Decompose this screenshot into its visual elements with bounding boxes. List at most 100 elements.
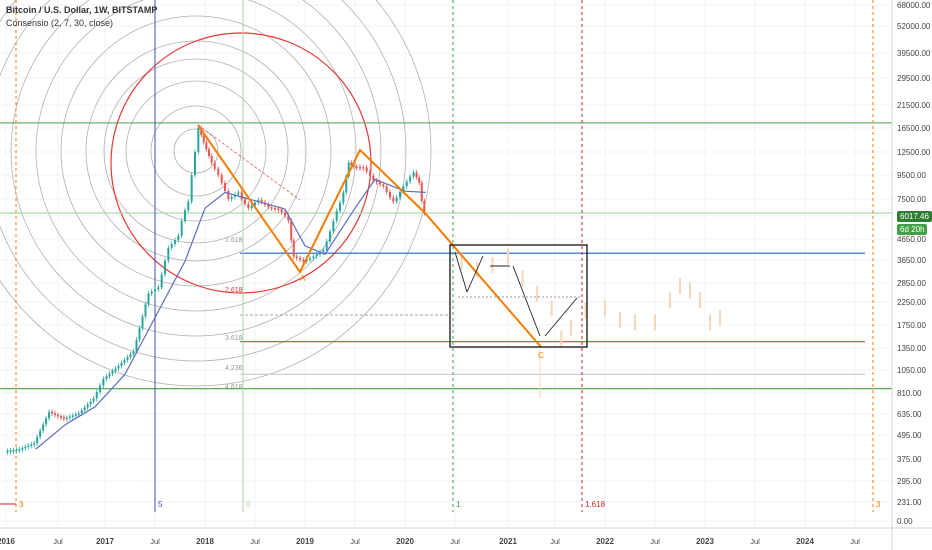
- fib-label: 2.618: [225, 287, 243, 294]
- candle-body: [277, 208, 280, 210]
- candle-body: [150, 291, 153, 294]
- fib-label: 1.618: [225, 237, 243, 244]
- scenario-arrow: [454, 251, 468, 293]
- candle-body: [412, 172, 415, 177]
- y-tick-label: 3650.00: [897, 256, 926, 265]
- candle-body: [71, 415, 74, 418]
- candle-body: [290, 220, 293, 241]
- candle-body: [42, 424, 45, 431]
- candle-body: [254, 202, 256, 206]
- y-tick-label: 29500.00: [897, 74, 931, 83]
- candle-body: [36, 436, 39, 444]
- candle-body: [62, 417, 65, 419]
- x-tick-label: Jul: [150, 537, 160, 546]
- y-tick-label: 231.00: [897, 498, 922, 507]
- ma-line: [35, 178, 426, 450]
- y-tick-label: 4650.00: [897, 235, 926, 244]
- candle-body: [355, 166, 358, 169]
- y-tick-label: 7500.00: [897, 195, 926, 204]
- candle-body: [213, 162, 216, 169]
- candle-body: [395, 197, 398, 202]
- candle-body: [319, 252, 321, 255]
- candle-body: [197, 128, 200, 152]
- candle-body: [342, 192, 345, 203]
- candle-body: [379, 182, 381, 185]
- candle-body: [141, 316, 144, 329]
- x-tick-label: 2018: [196, 537, 214, 546]
- candle-body: [287, 215, 290, 221]
- fib-label: 4.618: [225, 384, 243, 391]
- candle-body: [102, 378, 105, 386]
- candle-body: [9, 450, 12, 452]
- candle-body: [210, 155, 213, 163]
- candle-body: [177, 235, 180, 241]
- wave-path: [197, 124, 542, 348]
- scenario-arrow: [544, 297, 578, 337]
- y-tick-label: 2850.00: [897, 279, 926, 288]
- vertical-marker-label: 5: [158, 500, 163, 509]
- vertical-marker-label: 3: [19, 500, 24, 509]
- candle-body: [208, 149, 210, 156]
- wave-label: A: [300, 274, 306, 283]
- candle-body: [274, 207, 276, 210]
- fib-circle: [150, 105, 242, 197]
- projection-bar: [689, 282, 691, 299]
- candle-body: [423, 200, 426, 214]
- candle-body: [270, 207, 273, 209]
- vertical-marker-label: 0: [246, 500, 251, 509]
- candle-body: [280, 209, 283, 213]
- fib-circle: [10, 0, 382, 337]
- candle-body: [56, 414, 59, 417]
- projection-bar: [719, 309, 721, 326]
- fib-circle: [0, 0, 432, 387]
- y-tick-label: 68000.00: [897, 1, 931, 10]
- candle-body: [138, 328, 141, 340]
- projection-bar: [536, 285, 539, 302]
- y-tick-label: 635.00: [897, 410, 922, 419]
- candle-body: [59, 416, 62, 418]
- fib-circles: 1.618 2.618 3.618 4.236 4.618: [0, 0, 432, 391]
- candle-body: [359, 166, 361, 169]
- candle-body: [147, 293, 150, 305]
- y-tick-label: 1350.00: [897, 344, 926, 353]
- candle-body: [24, 446, 27, 449]
- projection-bar: [560, 330, 563, 347]
- fib-circle: [103, 58, 289, 244]
- projection-bar: [709, 314, 711, 331]
- wave-label: C: [538, 351, 544, 360]
- y-tick-label: 2250.00: [897, 298, 926, 307]
- candle-body: [315, 254, 318, 257]
- y-tick-label: 0.00: [897, 517, 913, 526]
- candle-body: [372, 175, 375, 181]
- y-tick-label: 21500.00: [897, 101, 931, 110]
- wave-guide: [197, 124, 301, 201]
- candle-body: [250, 205, 253, 209]
- candle-body: [244, 199, 246, 204]
- fib-circle: [125, 80, 267, 222]
- candle-body: [325, 241, 328, 250]
- candle-body: [302, 259, 305, 262]
- candle-body: [99, 385, 102, 393]
- candle-body: [108, 373, 111, 377]
- candle-body: [6, 450, 9, 453]
- candle-body: [114, 368, 117, 372]
- candle-body: [260, 199, 263, 203]
- projection-bar: [699, 292, 701, 309]
- y-tick-label: 810.00: [897, 389, 922, 398]
- candle-body: [174, 240, 176, 244]
- x-tick-label: 2023: [696, 537, 714, 546]
- candle-body: [284, 212, 286, 216]
- candle-body: [352, 164, 355, 167]
- x-tick-label: Jul: [650, 537, 660, 546]
- candle-body: [339, 202, 341, 211]
- candle-body: [105, 376, 108, 379]
- candle-body: [80, 410, 83, 414]
- x-tick-label: 2020: [396, 537, 414, 546]
- candle-body: [224, 183, 226, 191]
- candle-body: [418, 177, 421, 183]
- candle-body: [54, 413, 57, 415]
- candle-body: [332, 220, 335, 232]
- candle-body: [335, 210, 338, 221]
- candle-body: [240, 192, 243, 200]
